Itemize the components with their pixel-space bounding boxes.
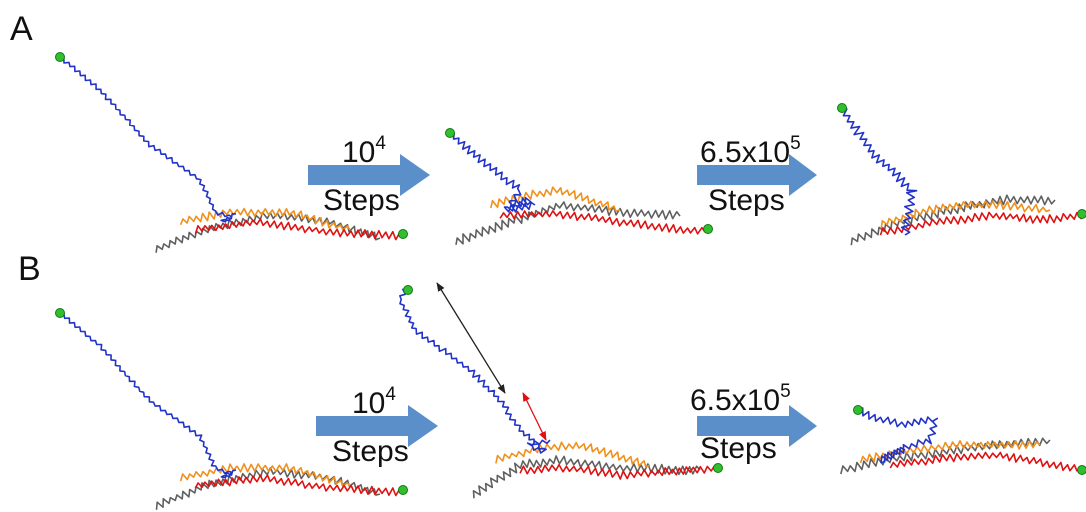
step-exponent: 5 xyxy=(780,381,791,402)
step-exponent: 4 xyxy=(375,133,386,154)
step-count: 6.5x105 xyxy=(690,381,791,417)
step-base: 6.5x10 xyxy=(700,136,790,169)
end-bead xyxy=(446,129,455,138)
end-bead xyxy=(56,309,65,318)
end-bead xyxy=(399,486,408,495)
polymer-chain xyxy=(196,219,404,240)
panel-label: A xyxy=(10,10,33,48)
step-base: 10 xyxy=(352,387,385,420)
step-count: 104 xyxy=(352,384,396,420)
polymer-chain xyxy=(195,475,403,495)
polymer-chain xyxy=(59,314,236,478)
distance-arrow xyxy=(523,393,546,440)
distance-arrow xyxy=(437,283,505,393)
step-caption: Steps xyxy=(708,184,785,217)
step-caption: Steps xyxy=(323,184,400,217)
panel-label: B xyxy=(18,250,41,288)
figure: A B 104 Steps 6.5x105 Steps 104 Steps 6.… xyxy=(0,0,1086,512)
polymer-chain xyxy=(448,133,535,212)
step-exponent: 4 xyxy=(385,384,396,405)
step-exponent: 5 xyxy=(790,133,801,154)
end-bead xyxy=(1078,466,1086,475)
step-caption: Steps xyxy=(700,432,777,465)
step-count: 6.5x105 xyxy=(700,133,801,169)
end-bead xyxy=(1078,210,1086,219)
end-bead xyxy=(56,53,65,62)
step-base: 10 xyxy=(342,136,375,169)
polymer-chain xyxy=(59,58,236,222)
end-bead xyxy=(399,230,408,239)
end-bead xyxy=(704,225,713,234)
step-caption: Steps xyxy=(332,435,409,468)
end-bead xyxy=(838,104,847,113)
step-base: 6.5x10 xyxy=(690,384,780,417)
polymer-chain xyxy=(500,211,705,234)
end-bead xyxy=(404,286,413,295)
step-count: 104 xyxy=(342,133,386,169)
polymer-chain xyxy=(474,456,701,498)
chains xyxy=(56,53,1086,510)
polymer-chain xyxy=(838,109,916,235)
end-bead xyxy=(854,406,863,415)
end-bead xyxy=(714,464,723,473)
